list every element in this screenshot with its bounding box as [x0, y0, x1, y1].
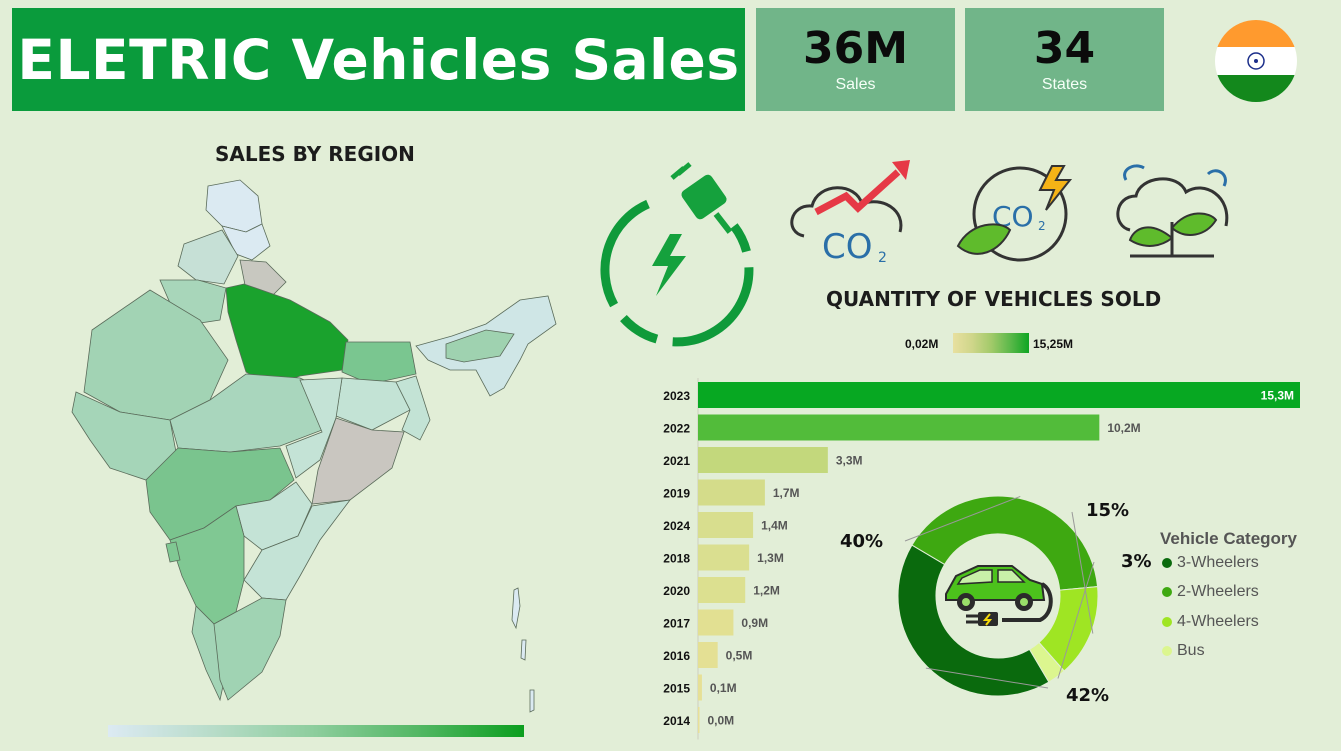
bar-legend-max: 15,25M	[1033, 337, 1074, 351]
kpi-states-value: 34	[1033, 22, 1096, 74]
legend-item-4-wheelers[interactable]: 4-Wheelers	[1162, 613, 1259, 631]
bar-value-label: 0,1M	[710, 681, 737, 695]
map-region-himachal	[177, 229, 239, 285]
bar-2020[interactable]	[698, 577, 746, 603]
legend-label: Bus	[1177, 642, 1205, 659]
legend-item-bus[interactable]: Bus	[1162, 642, 1205, 660]
map-region-assam	[445, 329, 515, 363]
kpi-sales-label: Sales	[835, 75, 876, 93]
donut-leader-line	[904, 495, 1021, 542]
legend-dot	[1162, 558, 1172, 568]
title-banner: ELETRIC Vehicles Sales	[12, 8, 745, 111]
bar-value-label: 1,7M	[773, 486, 800, 500]
bar-category-label: 2018	[663, 552, 690, 566]
donut-slice-2-wheelers[interactable]	[911, 495, 1099, 591]
kpi-states-label: States	[1041, 75, 1088, 93]
donut-slice-3-wheelers[interactable]	[897, 544, 1050, 697]
bar-category-label: 2014	[663, 714, 690, 728]
bar-value-label: 1,4M	[761, 519, 788, 533]
legend-dot	[1162, 617, 1172, 627]
donut-leader-line	[925, 667, 1049, 689]
map-region-andhra-pradesh	[243, 499, 351, 601]
bar-2018[interactable]	[698, 544, 750, 571]
map-region-telangana	[235, 481, 313, 551]
donut-leader-line	[1057, 561, 1095, 679]
bar-value-label: 3,3M	[836, 454, 863, 468]
map-region-tamil-nadu	[213, 597, 287, 701]
map-region-chhattisgarh	[285, 377, 343, 479]
bar-category-label: 2020	[663, 584, 690, 598]
andaman-islands	[511, 587, 535, 713]
legend-label: 4-Wheelers	[1177, 613, 1259, 630]
bar-value-label: 0,9M	[741, 616, 768, 630]
bar-2024[interactable]	[698, 512, 754, 538]
map-region-odisha	[311, 417, 405, 505]
bar-value-label: 10,2M	[1107, 421, 1140, 435]
map-color-scale	[108, 725, 524, 737]
legend-label: 3-Wheelers	[1177, 554, 1259, 571]
donut-leader-line	[1071, 511, 1094, 634]
bar-2016[interactable]	[698, 642, 718, 668]
bar-value-label: 15,3M	[1261, 389, 1294, 403]
bar-2021[interactable]	[698, 447, 828, 473]
bar-2015[interactable]	[698, 674, 702, 701]
bar-category-label: 2017	[663, 617, 690, 631]
bar-value-label: 1,3M	[757, 551, 784, 565]
bar-value-label: 0,5M	[726, 649, 753, 663]
bar-category-label: 2021	[663, 454, 690, 468]
bar-category-label: 2022	[663, 422, 690, 436]
bar-legend-min: 0,02M	[905, 337, 939, 351]
bar-category-label: 2016	[663, 649, 690, 663]
legend-dot	[1162, 646, 1172, 656]
legend-item-3-wheelers[interactable]: 3-Wheelers	[1162, 554, 1259, 572]
map-title: SALES BY REGION	[215, 142, 415, 166]
bar-color-legend	[953, 333, 1029, 353]
bar-2019[interactable]	[698, 479, 765, 506]
bar-category-label: 2023	[663, 389, 690, 403]
electric-car-icon	[945, 565, 1053, 626]
bar-chart-title: QUANTITY OF VEHICLES SOLD	[826, 287, 1162, 311]
donut-percent-label: 42%	[1066, 685, 1109, 706]
legend-label: 2-Wheelers	[1177, 583, 1259, 600]
bar-2014[interactable]	[698, 707, 700, 733]
map-region-karnataka	[169, 505, 245, 625]
donut-percent-label: 40%	[840, 531, 883, 552]
map-region-bihar	[341, 341, 417, 385]
legend-item-2-wheelers[interactable]: 2-Wheelers	[1162, 583, 1259, 601]
bar-2017[interactable]	[698, 609, 734, 636]
kpi-sales-value: 36M	[802, 22, 908, 74]
bar-category-label: 2015	[663, 682, 690, 696]
bar-value-label: 1,2M	[753, 584, 780, 598]
bar-category-label: 2024	[663, 519, 690, 533]
bar-category-label: 2019	[663, 487, 690, 501]
donut-percent-label: 3%	[1121, 551, 1152, 572]
map-region-goa	[165, 541, 181, 563]
kpi-states-card[interactable]: 34 States	[965, 8, 1164, 111]
legend-dot	[1162, 587, 1172, 597]
map-region-uttar-pradesh	[225, 283, 349, 387]
donut-legend-title: Vehicle Category	[1160, 529, 1298, 548]
kpi-sales-card[interactable]: 36M Sales	[756, 8, 955, 111]
donut-percent-label: 15%	[1086, 500, 1129, 521]
map-region-west-bengal	[395, 375, 431, 441]
bar-2022[interactable]	[698, 414, 1100, 441]
bar-value-label: 0,0M	[708, 714, 735, 728]
bar-2023[interactable]	[698, 382, 1300, 408]
dashboard-title: ELETRIC Vehicles Sales	[17, 27, 740, 92]
